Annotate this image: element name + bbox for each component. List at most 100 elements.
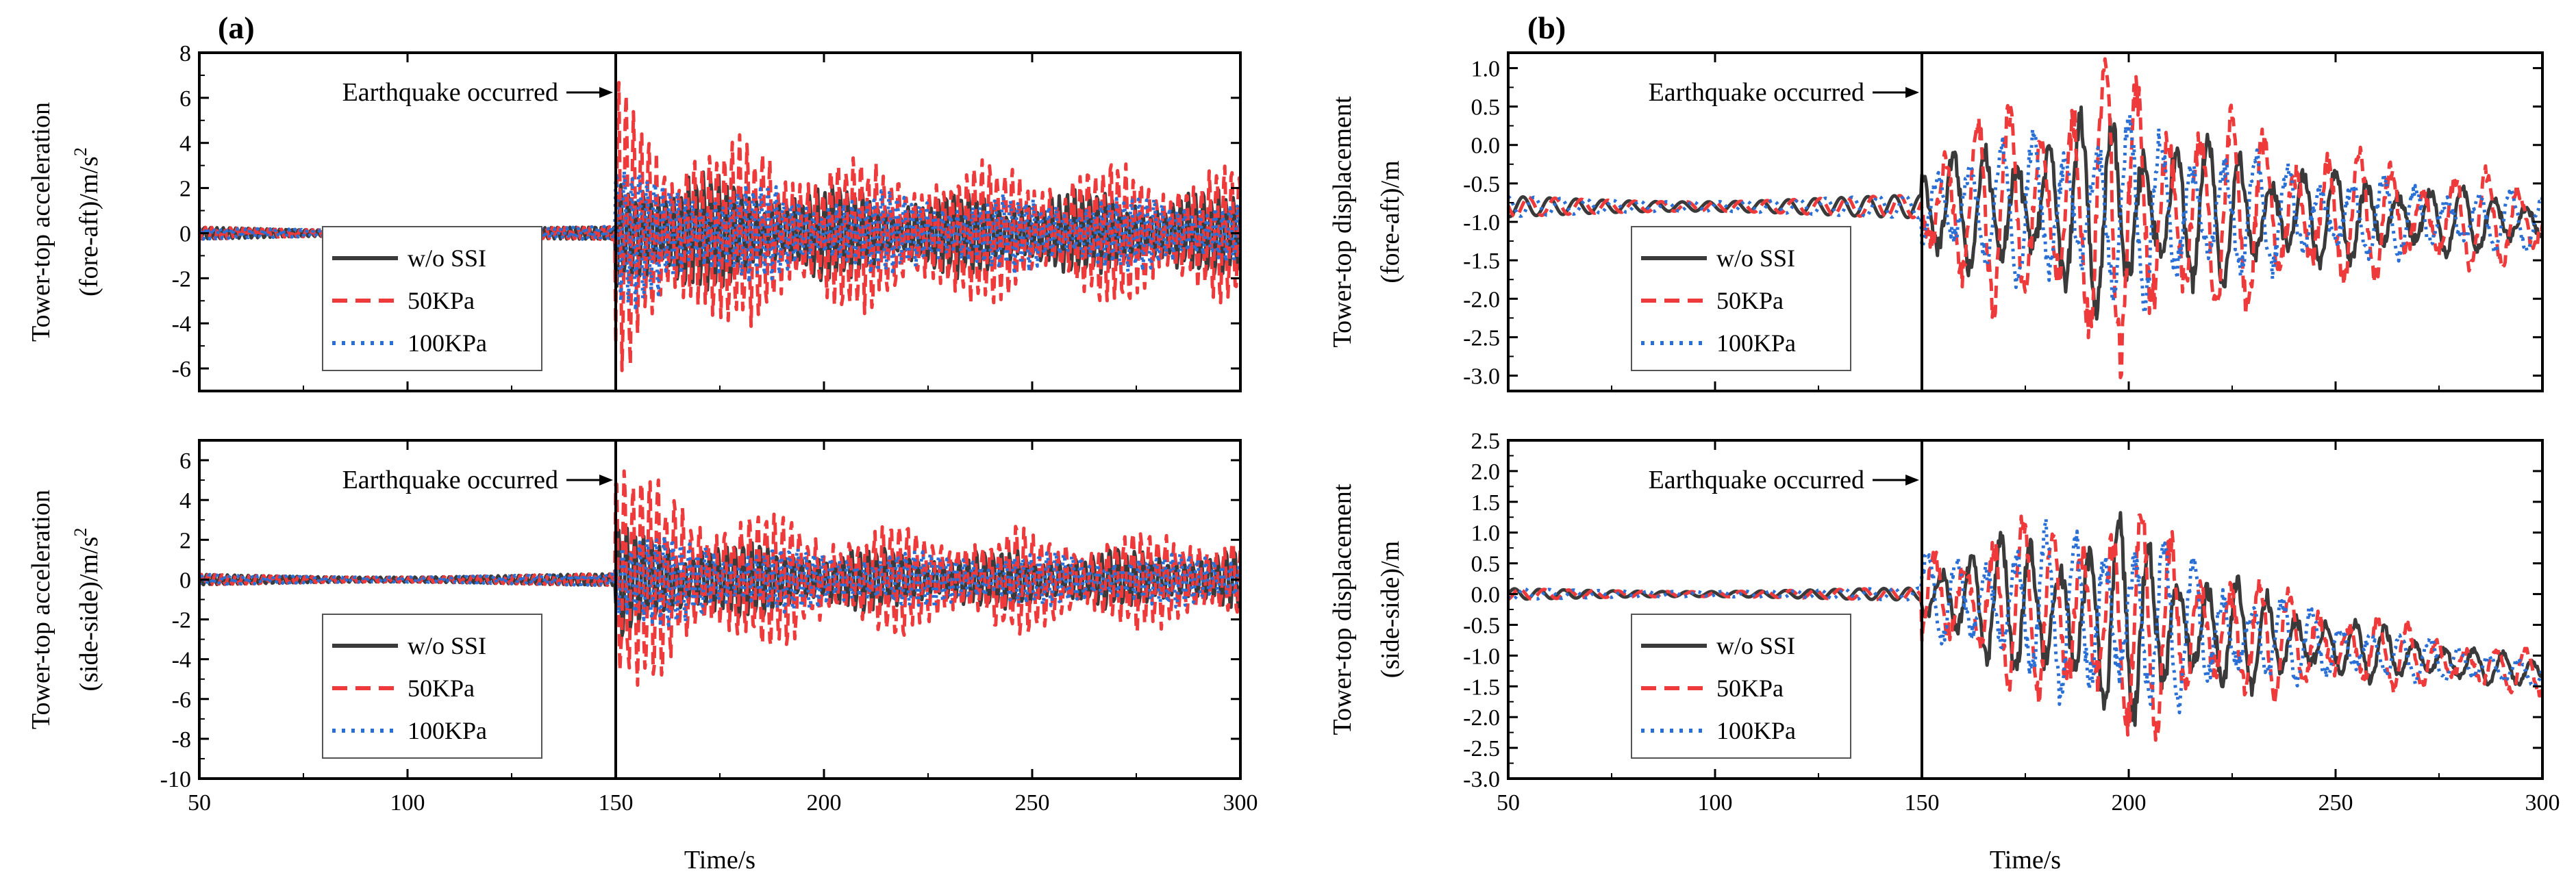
y-tick-label: -1.5 <box>1463 249 1500 274</box>
y-tick-label: 1.5 <box>1471 490 1501 516</box>
y-axis-title-unit: (side-side)/m/s <box>75 537 103 692</box>
y-tick-label: -2 <box>172 266 191 292</box>
series-line-kpa50 <box>1508 57 2542 379</box>
x-tick-label: 50 <box>1497 790 1520 816</box>
chart-panel-a-bottom: Earthquake occurred -10 -8 -6 -4 -2 0 2 4 6 50 100 1… <box>27 439 1258 874</box>
earthquake-annotation: Earthquake occurred <box>342 466 558 494</box>
legend-label-wo-ssi: w/o SSI <box>1716 632 1795 659</box>
y-tick-label: 4 <box>179 488 191 514</box>
y-tick-label: 2.5 <box>1471 429 1501 454</box>
y-axis-title-line2: (fore-aft)/m <box>1376 160 1405 283</box>
y-axis-title-line1: Tower-top acceleration <box>27 102 55 342</box>
y-tick-label: -1.0 <box>1463 210 1500 236</box>
y-axis-title-unit: (fore-aft)/m/s <box>75 156 103 297</box>
chart-panel-b-top: Earthquake occurred -3.0 -2.5 -2.0 -1.5 -1.0 -… <box>1328 10 2544 392</box>
y-axis-title-superscript: 2 <box>71 147 90 156</box>
series-line-kpa100 <box>199 535 1240 628</box>
y-tick-label: 0.5 <box>1471 95 1501 121</box>
legend-label-kpa100: 100KPa <box>408 717 487 744</box>
x-tick-label: 50 <box>188 790 211 816</box>
y-tick-label: -10 <box>160 767 191 792</box>
series-line-kpa100 <box>1508 113 2542 315</box>
chart-panel-b-bottom: Earthquake occurred -3.0 -2.5 -2.0 -1.5 -1.0 -… <box>1328 429 2560 874</box>
legend-label-wo-ssi: w/o SSI <box>408 632 486 659</box>
legend: w/o SSI 50KPa 100KPa <box>322 226 542 371</box>
legend-label-kpa100: 100KPa <box>1716 329 1796 357</box>
y-tick-label: -8 <box>172 727 191 753</box>
y-tick-label: 2 <box>179 177 191 202</box>
y-axis-title-line1: Tower-top displacement <box>1328 483 1357 735</box>
legend-label-kpa50: 50KPa <box>408 675 475 702</box>
y-tick-label: -4 <box>172 648 191 673</box>
y-tick-label: -2.0 <box>1463 705 1500 731</box>
y-tick-label: 0.5 <box>1471 552 1501 577</box>
y-tick-label: -3.0 <box>1463 767 1500 792</box>
legend-label-kpa50: 50KPa <box>408 287 475 314</box>
y-tick-label: -2.0 <box>1463 287 1500 312</box>
legend-label-kpa100: 100KPa <box>1716 717 1796 744</box>
y-tick-label: 6 <box>179 449 191 474</box>
x-axis-title: Time/s <box>684 846 755 874</box>
x-tick-label: 300 <box>1223 790 1258 816</box>
legend-label-kpa50: 50KPa <box>1716 675 1784 702</box>
y-axis-title-unit: (side-side)/m <box>1376 541 1405 679</box>
legend-label-wo-ssi: w/o SSI <box>408 244 486 272</box>
y-tick-label: 0.0 <box>1471 583 1501 608</box>
x-tick-label: 300 <box>2525 790 2560 816</box>
y-tick-label: -3.0 <box>1463 364 1500 390</box>
series-line-wo-ssi <box>1508 511 2542 727</box>
legend-box <box>322 614 542 759</box>
x-tick-label: 200 <box>807 790 842 816</box>
x-tick-label: 200 <box>2112 790 2147 816</box>
y-tick-label: -6 <box>172 688 191 713</box>
y-tick-label: -2.5 <box>1463 736 1500 761</box>
x-axis-title: Time/s <box>1990 846 2061 874</box>
y-axis-title-line2: (fore-aft)/m/s2 <box>71 147 103 297</box>
y-tick-label: -4 <box>172 312 191 337</box>
x-tick-label: 100 <box>390 790 425 816</box>
series-line-kpa50 <box>1508 513 2542 742</box>
legend: w/o SSI 50KPa 100KPa <box>1631 226 1851 371</box>
y-tick-label: 0.0 <box>1471 134 1501 159</box>
y-axis-title-line1: Tower-top displacement <box>1328 96 1357 347</box>
y-tick-label: 0 <box>179 221 191 247</box>
legend: w/o SSI 50KPa 100KPa <box>322 614 542 759</box>
y-tick-label: -1.0 <box>1463 644 1500 669</box>
legend-label-kpa100: 100KPa <box>408 329 487 357</box>
x-tick-label: 150 <box>1905 790 1940 816</box>
panel-letter: (a) <box>218 10 255 45</box>
earthquake-annotation: Earthquake occurred <box>1649 78 1864 107</box>
x-tick-label: 150 <box>599 790 634 816</box>
chart-panel-a-top: Earthquake occurred -6 -4 -2 0 2 4 6 8 Tower-top … <box>27 10 1242 392</box>
panel-letter: (b) <box>1527 10 1566 45</box>
y-axis-title-line2: (side-side)/m <box>1376 541 1405 679</box>
y-tick-label: 4 <box>179 131 191 157</box>
y-tick-label: 2 <box>179 528 191 553</box>
annotation-arrowhead <box>1905 87 1919 98</box>
series-line-wo-ssi <box>1508 105 2542 321</box>
y-tick-label: -0.5 <box>1463 172 1500 197</box>
annotation-arrowhead <box>599 87 613 98</box>
y-tick-label: 2.0 <box>1471 459 1501 485</box>
y-tick-label: -2 <box>172 608 191 633</box>
legend-label-kpa50: 50KPa <box>1716 287 1784 314</box>
y-tick-label: 1.0 <box>1471 521 1501 546</box>
y-tick-label: 0 <box>179 568 191 593</box>
y-tick-label: -2.5 <box>1463 325 1500 351</box>
earthquake-annotation: Earthquake occurred <box>342 78 558 107</box>
y-axis-title-unit: (fore-aft)/m <box>1376 160 1405 283</box>
legend: w/o SSI 50KPa 100KPa <box>1631 614 1851 759</box>
annotation-arrowhead <box>1905 475 1919 486</box>
y-tick-label: -1.5 <box>1463 675 1500 700</box>
x-tick-label: 250 <box>2318 790 2353 816</box>
y-tick-label: 1.0 <box>1471 56 1501 81</box>
series-line-kpa50 <box>199 81 1240 373</box>
x-tick-label: 250 <box>1015 790 1050 816</box>
annotation-arrowhead <box>599 475 613 486</box>
y-tick-label: 8 <box>179 41 191 66</box>
legend-label-wo-ssi: w/o SSI <box>1716 244 1795 272</box>
y-axis-title-line2: (side-side)/m/s2 <box>71 528 103 692</box>
y-axis-title-line1: Tower-top acceleration <box>27 490 55 729</box>
y-axis-title-superscript: 2 <box>71 528 90 537</box>
